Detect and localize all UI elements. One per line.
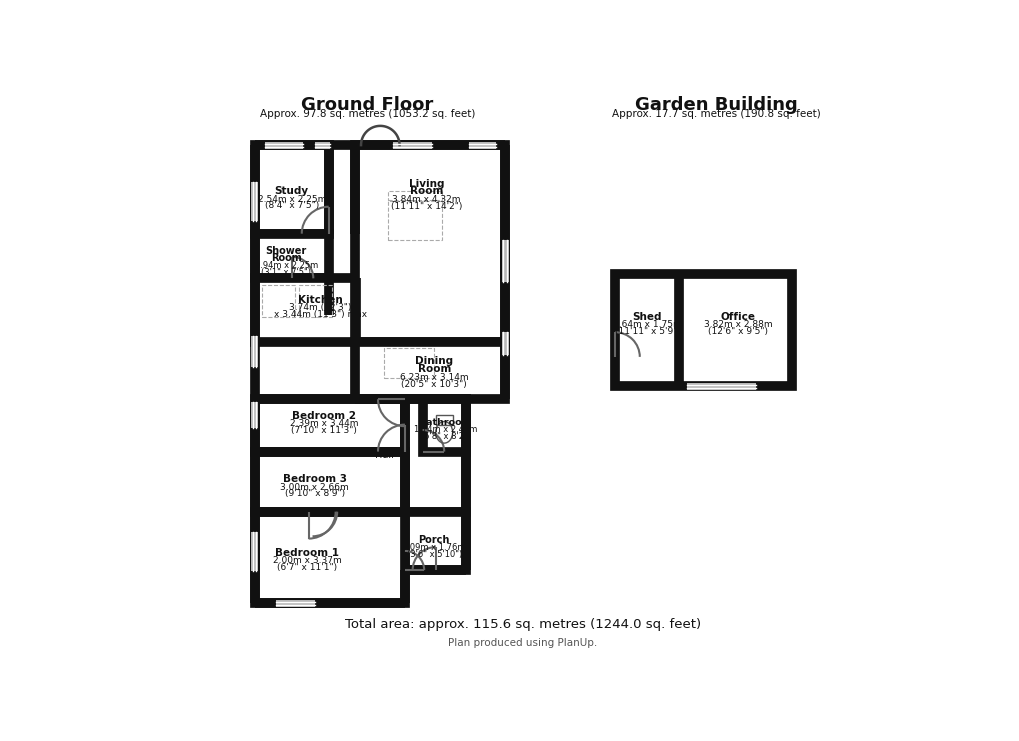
- Bar: [255, 279, 356, 342]
- Bar: [387, 190, 441, 200]
- Bar: [435, 416, 452, 425]
- Bar: [501, 332, 508, 356]
- Text: (3'6" x 5'10"): (3'6" x 5'10"): [407, 550, 462, 559]
- Bar: [265, 142, 303, 149]
- Text: (11'11" x 5'9"): (11'11" x 5'9"): [614, 327, 680, 336]
- Bar: [255, 399, 405, 451]
- Text: Total area: approx. 115.6 sq. metres (1244.0 sq. feet): Total area: approx. 115.6 sq. metres (12…: [344, 618, 700, 631]
- Text: Shower: Shower: [266, 245, 307, 256]
- Text: 3.00m x 2.66m: 3.00m x 2.66m: [280, 482, 348, 491]
- Text: Study: Study: [274, 186, 309, 196]
- Bar: [251, 336, 258, 367]
- Bar: [405, 399, 466, 511]
- Text: Ground Floor: Ground Floor: [301, 96, 433, 114]
- Text: (12'6" x 9'5"): (12'6" x 9'5"): [707, 327, 767, 336]
- Bar: [251, 533, 258, 571]
- Bar: [255, 451, 405, 511]
- Text: Living: Living: [409, 179, 444, 189]
- Text: 1.74m x 2.49m: 1.74m x 2.49m: [414, 425, 477, 433]
- Text: Bathroom: Bathroom: [419, 418, 472, 427]
- Text: 3.84m x 4.32m: 3.84m x 4.32m: [392, 196, 461, 205]
- Text: 2.00m x 3.37m: 2.00m x 3.37m: [272, 556, 341, 565]
- Text: 1.09m x 1.76m: 1.09m x 1.76m: [403, 542, 466, 551]
- Bar: [387, 202, 441, 240]
- Text: Approx. 17.7 sq. metres (190.8 sq. feet): Approx. 17.7 sq. metres (190.8 sq. feet): [611, 110, 820, 119]
- Text: Room: Room: [417, 364, 450, 374]
- Bar: [393, 142, 431, 149]
- Text: (9'10" x 8'9"): (9'10" x 8'9"): [284, 490, 344, 499]
- Bar: [276, 599, 315, 607]
- Text: Shed: Shed: [632, 312, 661, 322]
- Bar: [501, 240, 508, 282]
- Bar: [686, 382, 755, 390]
- Text: Approx. 97.8 sq. metres (1053.2 sq. feet): Approx. 97.8 sq. metres (1053.2 sq. feet…: [259, 110, 475, 119]
- Text: Bedroom 1: Bedroom 1: [275, 548, 338, 558]
- Bar: [315, 142, 330, 149]
- Bar: [355, 342, 504, 399]
- Text: (8'4" x 7'5"): (8'4" x 7'5"): [264, 202, 319, 210]
- Text: 3.74m (12'3"): 3.74m (12'3"): [288, 303, 352, 312]
- Bar: [469, 142, 495, 149]
- Text: 3.64m x 1.75m: 3.64m x 1.75m: [612, 320, 681, 329]
- Bar: [300, 285, 331, 317]
- Text: 0.94m x 2.25m: 0.94m x 2.25m: [255, 261, 318, 270]
- Bar: [255, 511, 405, 603]
- Text: (11'11" x 14'2"): (11'11" x 14'2"): [390, 202, 462, 211]
- Text: Office: Office: [720, 312, 755, 322]
- Bar: [251, 182, 258, 221]
- Text: (3'1" x 7'5"): (3'1" x 7'5"): [261, 268, 311, 276]
- Bar: [614, 274, 792, 386]
- Bar: [251, 402, 258, 428]
- Bar: [255, 145, 328, 233]
- Bar: [262, 285, 294, 317]
- Text: Dining: Dining: [415, 356, 452, 367]
- Text: Room: Room: [271, 253, 302, 262]
- Bar: [405, 511, 466, 570]
- Text: Room: Room: [410, 186, 442, 196]
- Text: (20'5" x 10'3"): (20'5" x 10'3"): [400, 380, 467, 389]
- Text: 6.23m x 3.14m: 6.23m x 3.14m: [399, 373, 468, 382]
- Text: (7'10" x 11'3"): (7'10" x 11'3"): [290, 426, 357, 435]
- Bar: [422, 399, 466, 451]
- Text: Bedroom 2: Bedroom 2: [291, 411, 356, 421]
- Text: (6'7" x 11'1"): (6'7" x 11'1"): [277, 563, 337, 572]
- Text: Bedroom 3: Bedroom 3: [282, 474, 346, 485]
- Text: x 3.44m (11'3") max: x 3.44m (11'3") max: [273, 310, 367, 319]
- Text: Kitchen: Kitchen: [298, 295, 342, 305]
- Text: 3.82m x 2.88m: 3.82m x 2.88m: [703, 320, 772, 329]
- Text: Plan produced using PlanUp.: Plan produced using PlanUp.: [447, 637, 597, 648]
- Text: 2.39m x 3.44m: 2.39m x 3.44m: [289, 419, 358, 428]
- Bar: [384, 348, 434, 379]
- Text: Garden Building: Garden Building: [635, 96, 798, 114]
- Text: 2.54m x 2.25m: 2.54m x 2.25m: [258, 195, 326, 204]
- Text: Hall: Hall: [374, 451, 393, 460]
- Text: Porch: Porch: [418, 535, 449, 545]
- Bar: [355, 145, 504, 342]
- Bar: [255, 233, 328, 279]
- Text: (5'8" x 8'2"): (5'8" x 8'2"): [420, 432, 471, 441]
